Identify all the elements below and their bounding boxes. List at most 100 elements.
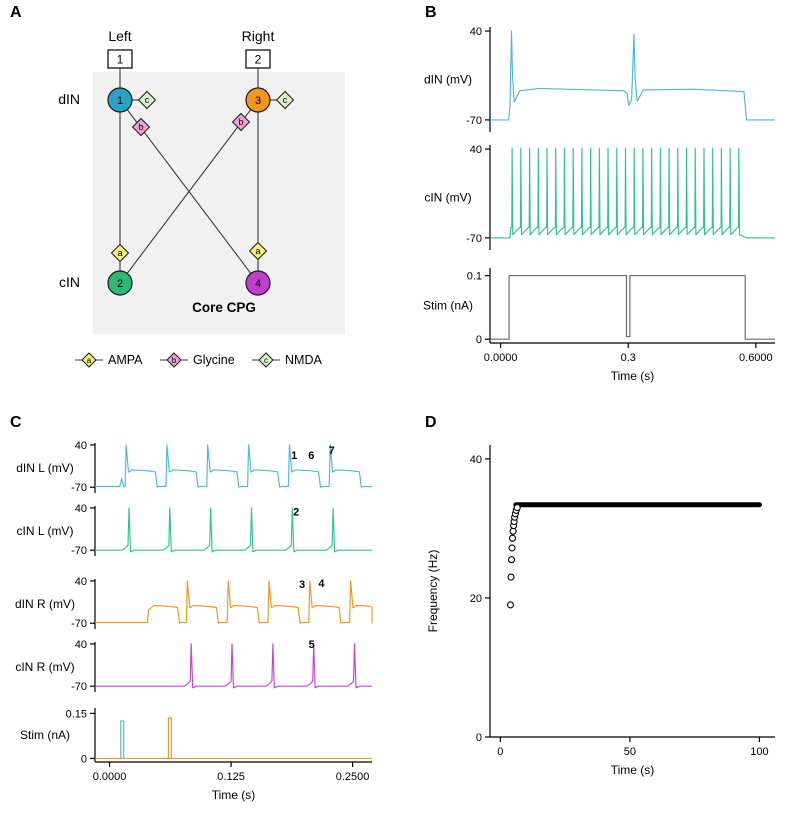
legend-ampa-diamond xyxy=(81,352,97,368)
neuron-cin-left-number: 2 xyxy=(117,278,123,290)
x-axis-label: Time (s) xyxy=(212,788,256,802)
spike-number-annotation: 6 xyxy=(308,450,314,462)
legend-nmda-label: NMDA xyxy=(285,353,322,367)
cin4-to-din1-line xyxy=(126,109,252,274)
legend-ampa-label: AMPA xyxy=(108,353,143,367)
legend-glycine-label: Glycine xyxy=(193,353,235,367)
trace xyxy=(490,147,775,239)
x-axis-label: Time (s) xyxy=(611,369,655,383)
y-tick-label: 20 xyxy=(470,593,482,605)
spike-number-annotation: 5 xyxy=(309,639,315,651)
legend-nmda-letter: c xyxy=(264,356,268,365)
x-tick-label: 50 xyxy=(624,746,636,758)
neuron-din-left-number: 1 xyxy=(117,95,123,107)
panel-a-letter: A xyxy=(10,4,22,21)
neuron-cin-right-number: 4 xyxy=(255,278,261,290)
panel-d-letter: D xyxy=(425,414,437,431)
single-stimulus-traces-plot: 40 -70 dIN (mV) 40 -70 cIN (mV) 0.1 0 Stim (nA) 0… xyxy=(423,26,775,383)
trace xyxy=(490,30,775,121)
panel-b-letter: B xyxy=(425,4,437,21)
cpg-circuit-diagram: Left Right 1 2 dIN cIN 1 3 2 xyxy=(58,28,345,368)
y-axis-label: cIN L (mV) xyxy=(17,524,74,538)
y-axis-label: cIN R (mV) xyxy=(15,660,74,674)
y-tick-label: 0 xyxy=(476,732,482,744)
neuron-cin-right xyxy=(245,270,271,296)
din-row-label: dIN xyxy=(58,91,80,107)
cin-row-label: cIN xyxy=(59,274,80,290)
trace xyxy=(490,275,775,340)
cpg-box-background xyxy=(93,72,345,334)
legend-nmda-diamond xyxy=(258,352,274,368)
y-tick-label: -70 xyxy=(71,618,87,630)
data-point xyxy=(507,556,516,564)
x-axis-label: Time (s) xyxy=(611,763,655,777)
input-box-2-label: 2 xyxy=(255,53,262,67)
y-tick-label: 0 xyxy=(81,753,87,765)
y-tick-label: 40 xyxy=(470,26,482,38)
spike-number-annotation: 3 xyxy=(299,579,305,591)
y-tick-label: 40 xyxy=(470,144,482,156)
nmda-synapse-left-diamond xyxy=(137,90,157,110)
nmda-synapse-right-letter: c xyxy=(283,95,288,105)
core-cpg-label: Core CPG xyxy=(192,300,256,315)
input-box-1 xyxy=(107,49,133,69)
trace xyxy=(95,580,373,624)
y-tick-label: -70 xyxy=(466,115,482,127)
neuron-din-right xyxy=(245,87,271,113)
x-tick-label: 0.0000 xyxy=(484,352,518,364)
data-point xyxy=(507,573,515,581)
data-point xyxy=(508,534,517,542)
spike-number-annotation: 1 xyxy=(291,450,297,462)
trace xyxy=(120,720,125,759)
glycine-synapse-right-letter: b xyxy=(238,117,243,127)
panel-d: D 0 20 40 0 50 100 Frequency (Hz) Time (s) xyxy=(415,410,800,823)
panel-c: C 40 -70 dIN L (mV) 1 6 7 40 -70 cIN L (mV) 2 40 -7… xyxy=(0,410,412,823)
nmda-synapse-left-letter: c xyxy=(145,95,150,105)
neuron-din-left xyxy=(107,87,133,113)
spike-number-annotation: 4 xyxy=(318,578,325,590)
y-axis-label: dIN L (mV) xyxy=(16,461,74,475)
x-tick-label: 0.125 xyxy=(217,771,245,783)
legend-glycine-diamond xyxy=(166,352,182,368)
legend-ampa-letter: a xyxy=(87,356,92,365)
data-point xyxy=(513,504,521,512)
y-tick-label: -70 xyxy=(71,681,87,693)
ampa-synapse-right-letter: a xyxy=(255,246,260,256)
data-point xyxy=(506,601,515,609)
trace xyxy=(167,717,172,759)
x-tick-label: 0.6000 xyxy=(739,352,773,364)
input-box-1-label: 1 xyxy=(117,53,124,67)
left-column-label: Left xyxy=(108,28,131,44)
ampa-synapse-right-diamond xyxy=(248,241,268,261)
y-axis-label: Stim (nA) xyxy=(423,299,473,313)
right-column-label: Right xyxy=(242,28,275,44)
data-point xyxy=(508,544,516,552)
ampa-synapse-left-letter: a xyxy=(117,248,122,258)
x-tick-label: 0.3 xyxy=(621,352,636,364)
y-tick-label: 40 xyxy=(470,454,482,466)
y-tick-label: 40 xyxy=(75,639,87,651)
x-tick-label: 0.2500 xyxy=(336,771,370,783)
y-tick-label: -70 xyxy=(71,482,87,494)
y-tick-label: 40 xyxy=(75,503,87,515)
y-tick-label: -70 xyxy=(466,233,482,245)
spike-number-annotation: 2 xyxy=(293,507,299,519)
spike-number-annotation: 7 xyxy=(329,445,335,457)
neuron-cin-left xyxy=(107,270,133,296)
y-axis-label: Frequency (Hz) xyxy=(426,550,440,633)
panel-a: A Left Right 1 2 dIN cIN 1 xyxy=(0,0,412,408)
x-tick-label: 100 xyxy=(750,746,768,758)
trace xyxy=(95,444,372,488)
glycine-synapse-right-diamond xyxy=(231,112,251,132)
panel-b: B 40 -70 dIN (mV) 40 -70 cIN (mV) 0.1 0 Stim (nA… xyxy=(415,0,800,408)
frequency-vs-time-scatter-plot: 0 20 40 0 50 100 Frequency (Hz) Time (s) xyxy=(426,445,775,777)
glycine-synapse-left-letter: b xyxy=(138,122,143,132)
y-tick-label: 0 xyxy=(476,334,482,346)
y-tick-label: 0.15 xyxy=(66,708,87,720)
trace xyxy=(95,507,372,553)
y-axis-label: Stim (nA) xyxy=(20,728,70,742)
nmda-synapse-right-diamond xyxy=(275,90,295,110)
y-tick-label: 0.1 xyxy=(467,271,482,283)
